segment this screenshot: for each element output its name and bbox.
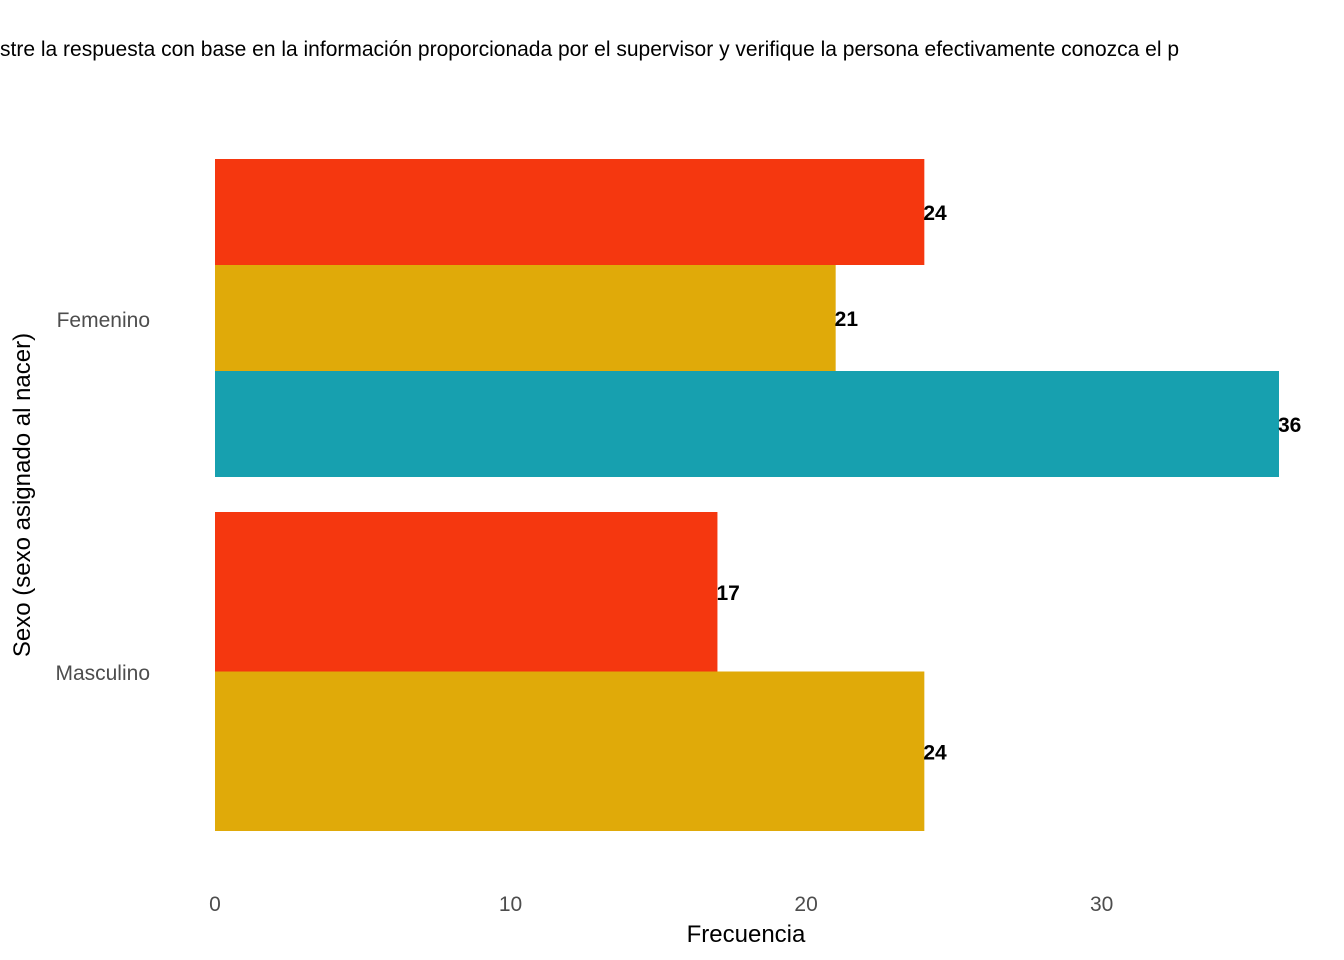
category-label-masculino: Masculino (55, 662, 150, 685)
category-label-femenino: Femenino (57, 309, 150, 332)
category-labels: Femenino Masculino (55, 309, 150, 685)
data-label-femenino-2: 21 (835, 308, 859, 331)
chart-title: stre la respuesta con base en la informa… (0, 38, 1179, 61)
data-label-femenino-3: 36 (1278, 414, 1301, 437)
x-tick-label-2: 20 (794, 893, 817, 916)
data-label-masculino-1: 17 (716, 582, 739, 605)
bar-masculino-2 (215, 671, 925, 831)
bar-femenino-3 (215, 371, 1279, 477)
bars-layer (215, 159, 1279, 831)
x-tick-label-0: 0 (209, 893, 221, 916)
bar-femenino-2 (215, 265, 836, 371)
x-tick-label-3: 30 (1090, 893, 1113, 916)
x-tick-label-1: 10 (499, 893, 522, 916)
x-axis-ticks: 0 10 20 30 (209, 893, 1113, 916)
x-axis-title: Frecuencia (687, 921, 806, 948)
bar-femenino-1 (215, 159, 925, 265)
data-label-femenino-1: 24 (923, 202, 947, 225)
data-label-masculino-2: 24 (923, 741, 947, 764)
bar-masculino-1 (215, 512, 718, 672)
labels-layer: 24 21 36 17 24 (716, 202, 1301, 764)
y-axis-title: Sexo (sexo asignado al nacer) (9, 333, 36, 657)
